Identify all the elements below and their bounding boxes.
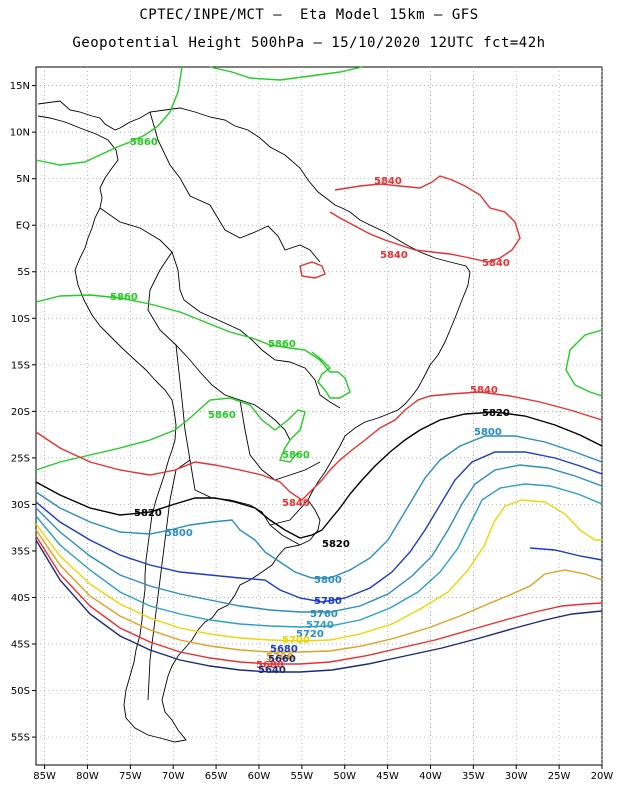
tick-label-lat: 30S (11, 500, 30, 511)
contour-5640 (529, 547, 603, 561)
contour-5860-south (35, 397, 306, 471)
tick-label-lat: 20S (11, 407, 30, 418)
contour-5740 (35, 483, 603, 628)
contour-5720 (35, 499, 602, 642)
title-field: Geopotential Height 500hPa – 15/10/2020 … (72, 35, 546, 51)
contour-5800 (35, 435, 603, 579)
contour-label: 5760 (310, 609, 338, 620)
tick-label-lat: 10S (11, 314, 30, 325)
contour-label: 5800 (165, 528, 193, 539)
contour-5860-middle (35, 294, 351, 399)
tick-label-lon: 85W (33, 771, 56, 782)
contour-5680 (35, 535, 603, 665)
contour-label: 5840 (470, 385, 498, 396)
contour-5760 (35, 464, 603, 613)
tick-label-lat: 50S (11, 686, 30, 697)
contour-label: 5700 (282, 635, 310, 646)
contour-label: 5860 (110, 292, 138, 303)
tick-label-lon: 70W (162, 771, 185, 782)
tick-label-lat: 25S (11, 453, 30, 464)
contour-label: 5860 (268, 339, 296, 350)
tick-label-lon: 50W (333, 771, 356, 782)
tick-label-lat: 40S (11, 593, 30, 604)
contour-label: 5840 (380, 250, 408, 261)
contour-label: 5680 (256, 660, 284, 671)
tick-label-lon: 40W (419, 771, 442, 782)
contours (35, 66, 603, 673)
contour-5840-north (299, 175, 521, 279)
tick-label-lon: 35W (462, 771, 485, 782)
contour-label: 5840 (374, 176, 402, 187)
contour-label: 5860 (208, 410, 236, 421)
axis-ticks (32, 85, 603, 769)
contour-label: 5840 (482, 258, 510, 269)
contour-5820 (35, 411, 603, 539)
tick-label-lat: 10N (10, 128, 30, 139)
coastline-south-america (37, 100, 471, 743)
tick-label-lon: 65W (205, 771, 228, 782)
tick-label-lat: 45S (11, 640, 30, 651)
tick-label-lat: 55S (11, 733, 30, 744)
contour-label: 5820 (482, 408, 510, 419)
contour-5860-east (565, 329, 603, 397)
contour-label: 5780 (314, 596, 342, 607)
contour-label: 5680 (270, 644, 298, 655)
contour-label: 5860 (282, 450, 310, 461)
tick-label-lat: EQ (16, 221, 30, 232)
contour-label: 5800 (474, 427, 502, 438)
contour-label: 5840 (282, 498, 310, 509)
tick-label-lon: 75W (119, 771, 142, 782)
contour-label: 5820 (134, 508, 162, 519)
tick-label-lat: 5S (17, 267, 30, 278)
contour-label: 5640 (258, 665, 286, 676)
contour-label: 5660 (268, 654, 296, 665)
tick-label-lat: 15N (10, 81, 30, 92)
tick-label-lon: 45W (376, 771, 399, 782)
contour-label: 5740 (306, 620, 334, 631)
contour-5780 (35, 451, 603, 603)
contour-label: 5860 (130, 137, 158, 148)
contour-5860-north (35, 66, 363, 166)
contour-label: 5720 (296, 629, 324, 640)
tick-label-lon: 30W (505, 771, 528, 782)
contour-5700 (35, 529, 603, 653)
tick-label-lon: 80W (76, 771, 99, 782)
contour-label: 5800 (314, 575, 342, 586)
map-frame (35, 66, 603, 766)
tick-label-lon: 55W (291, 771, 314, 782)
axis-labels: 85W 80W 75W 70W 65W 60W 55W 50W 45W 40W 35W 30W 25W 2… (10, 81, 614, 782)
tick-label-lon: 60W (248, 771, 271, 782)
tick-label-lat: 35S (11, 546, 30, 557)
contour-labels: 5860 5860 5860 5860 5860 5840 5840 5840 … (110, 137, 510, 676)
tick-label-lon: 20W (591, 771, 614, 782)
contour-5840-south (35, 391, 603, 501)
contour-5660 (35, 539, 603, 673)
tick-label-lat: 5N (16, 174, 30, 185)
contour-label: 5700 (266, 652, 294, 663)
title-model: CPTEC/INPE/MCT – Eta Model 15km – GFS (139, 7, 479, 23)
tick-label-lon: 25W (548, 771, 571, 782)
tick-label-lat: 15S (11, 360, 30, 371)
contour-label: 5820 (322, 539, 350, 550)
